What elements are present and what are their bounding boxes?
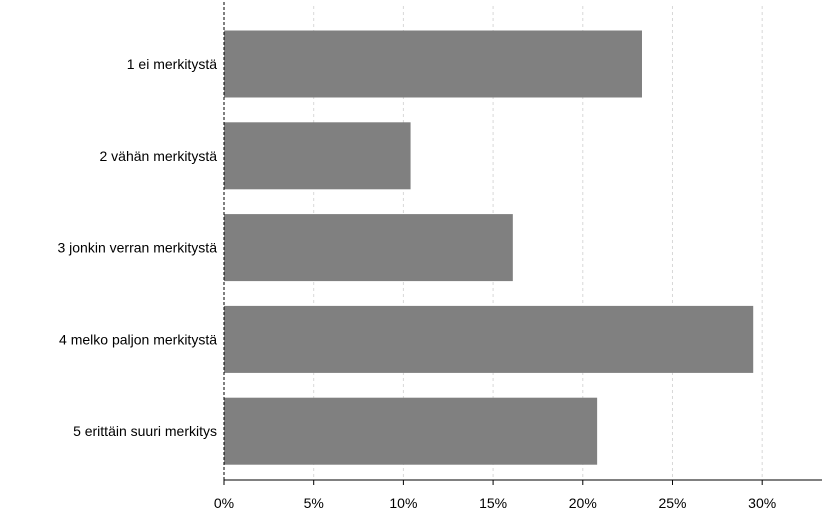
x-tick-label-3: 15% [479, 495, 507, 511]
category-label-5: 5 erittäin suuri merkitys [73, 423, 217, 439]
category-labels: 1 ei merkitystä 2 vähän merkitystä 3 jonki… [57, 56, 217, 439]
bars [224, 30, 754, 465]
category-label-3: 3 jonkin verran merkitystä [57, 240, 217, 256]
bar-5 [224, 397, 598, 465]
category-label-1: 1 ei merkitystä [127, 56, 217, 72]
x-tick-label-1: 5% [304, 495, 324, 511]
category-label-2: 2 vähän merkitystä [100, 148, 218, 164]
x-tick-label-2: 10% [389, 495, 417, 511]
x-tick-label-5: 25% [658, 495, 686, 511]
bar-2 [224, 122, 411, 190]
bar-4 [224, 305, 754, 373]
x-tick-label-4: 20% [569, 495, 597, 511]
axes [223, 2, 822, 485]
category-label-4: 4 melko paljon merkitystä [59, 331, 217, 347]
bar-3 [224, 214, 513, 282]
x-tick-label-0: 0% [214, 495, 234, 511]
x-tick-label-6: 30% [748, 495, 776, 511]
bar-1 [224, 30, 642, 98]
x-tick-labels: 0% 5% 10% 15% 20% 25% 30% [214, 495, 776, 511]
